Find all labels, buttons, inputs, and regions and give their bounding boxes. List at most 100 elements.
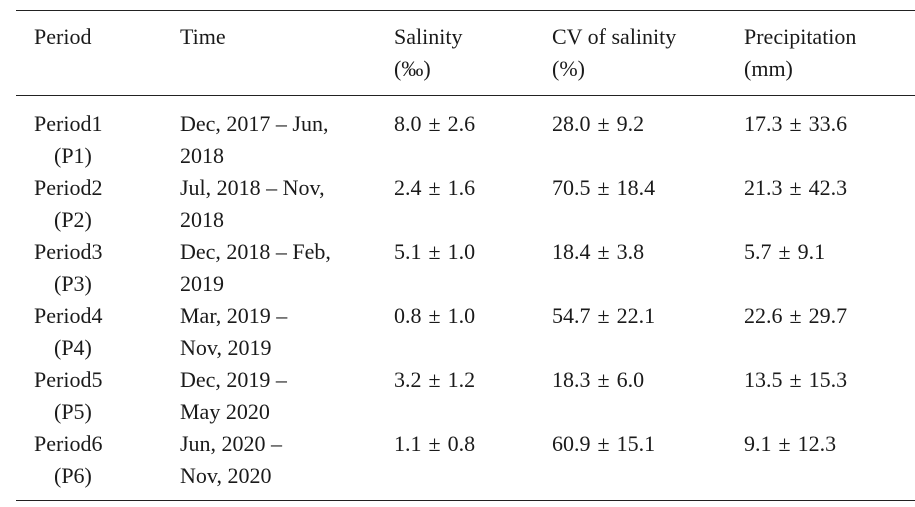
cell-period: Period6 (P6) [16,428,180,501]
cell-cv: 60.9 ±15.1 [552,428,744,501]
mean-value: 2.4 [394,175,422,200]
cell-salinity: 2.4 ±1.6 [394,172,552,236]
header-salinity-unit: (‰) [394,56,431,81]
plus-minus-sign: ± [597,303,610,328]
sd-value: 1.0 [447,303,476,328]
time-line: Nov, 2019 [180,335,272,360]
cell-precipitation: 9.1 ±12.3 [744,428,915,501]
cell-precipitation-value: 9.1 ±12.3 [744,431,836,456]
mean-value: 18.4 [552,239,591,264]
time-line: Dec, 2018 – Feb, [180,239,331,264]
cell-precipitation: 21.3 ±42.3 [744,172,915,236]
period-name: Period3 [34,239,103,264]
period-name: Period2 [34,175,103,200]
time-line: Jul, 2018 – Nov, [180,175,325,200]
header-cv-label: CV of salinity [552,24,677,49]
cell-precipitation: 22.6 ±29.7 [744,300,915,364]
mean-value: 70.5 [552,175,591,200]
cell-precipitation-value: 13.5 ±15.3 [744,367,847,392]
plus-minus-sign: ± [597,175,610,200]
plus-minus-sign: ± [428,367,441,392]
cell-time: Jun, 2020 – Nov, 2020 [180,428,394,501]
sd-value: 3.8 [616,239,645,264]
header-cv: CV of salinity (%) [552,11,744,96]
plus-minus-sign: ± [789,303,802,328]
plus-minus-sign: ± [597,239,610,264]
cell-precipitation: 5.7 ±9.1 [744,236,915,300]
cell-salinity-value: 1.1 ±0.8 [394,431,475,456]
cell-salinity-value: 0.8 ±1.0 [394,303,475,328]
cell-cv-value: 60.9 ±15.1 [552,431,655,456]
period-name: Period4 [34,303,103,328]
period-code: (P2) [54,207,92,232]
time-line: Nov, 2020 [180,463,272,488]
mean-value: 9.1 [744,431,772,456]
mean-value: 5.7 [744,239,772,264]
header-time: Time [180,11,394,96]
table-row: Period4 (P4) Mar, 2019 – Nov, 2019 0.8 ±1.0 54… [16,300,915,364]
cell-cv: 70.5 ±18.4 [552,172,744,236]
period-statistics-table: Period Time Salinity (‰) CV of salinity … [16,10,915,501]
header-precipitation-unit: (mm) [744,56,793,81]
plus-minus-sign: ± [778,239,791,264]
plus-minus-sign: ± [789,175,802,200]
cell-period: Period5 (P5) [16,364,180,428]
sd-value: 29.7 [808,303,848,328]
plus-minus-sign: ± [428,175,441,200]
mean-value: 5.1 [394,239,422,264]
table-row: Period1 (P1) Dec, 2017 – Jun, 2018 8.0 ±2.6 28… [16,96,915,173]
cell-precipitation: 13.5 ±15.3 [744,364,915,428]
cell-cv: 28.0 ±9.2 [552,96,744,173]
cell-salinity-value: 5.1 ±1.0 [394,239,475,264]
header-period-label: Period [34,24,92,49]
plus-minus-sign: ± [428,239,441,264]
cell-salinity: 3.2 ±1.2 [394,364,552,428]
sd-value: 33.6 [808,111,848,136]
cell-period: Period3 (P3) [16,236,180,300]
time-line: Mar, 2019 – [180,303,288,328]
cell-precipitation-value: 21.3 ±42.3 [744,175,847,200]
header-time-label: Time [180,24,226,49]
cell-time: Mar, 2019 – Nov, 2019 [180,300,394,364]
table-row: Period5 (P5) Dec, 2019 – May 2020 3.2 ±1.2 18.… [16,364,915,428]
sd-value: 12.3 [797,431,837,456]
mean-value: 22.6 [744,303,783,328]
period-code: (P3) [54,271,92,296]
mean-value: 28.0 [552,111,591,136]
cell-cv-value: 18.4 ±3.8 [552,239,644,264]
header-precipitation: Precipitation (mm) [744,11,915,96]
cell-salinity: 1.1 ±0.8 [394,428,552,501]
cell-time: Dec, 2018 – Feb, 2019 [180,236,394,300]
plus-minus-sign: ± [597,431,610,456]
mean-value: 60.9 [552,431,591,456]
time-line: Jun, 2020 – [180,431,283,456]
sd-value: 0.8 [447,431,476,456]
sd-value: 15.3 [808,367,848,392]
cell-precipitation: 17.3 ±33.6 [744,96,915,173]
sd-value: 18.4 [616,175,656,200]
mean-value: 21.3 [744,175,783,200]
sd-value: 42.3 [808,175,848,200]
cell-time: Dec, 2017 – Jun, 2018 [180,96,394,173]
table-row: Period2 (P2) Jul, 2018 – Nov, 2018 2.4 ±1.6 70… [16,172,915,236]
table-row: Period3 (P3) Dec, 2018 – Feb, 2019 5.1 ±1.0 18… [16,236,915,300]
time-line: May 2020 [180,399,270,424]
cell-cv-value: 28.0 ±9.2 [552,111,644,136]
cell-cv-value: 54.7 ±22.1 [552,303,655,328]
cell-period: Period2 (P2) [16,172,180,236]
plus-minus-sign: ± [597,367,610,392]
period-code: (P4) [54,335,92,360]
period-code: (P5) [54,399,92,424]
cell-cv: 18.3 ±6.0 [552,364,744,428]
plus-minus-sign: ± [428,303,441,328]
time-line: Dec, 2019 – [180,367,287,392]
header-row: Period Time Salinity (‰) CV of salinity … [16,10,915,96]
time-line: 2018 [180,143,224,168]
cell-cv-value: 18.3 ±6.0 [552,367,644,392]
cell-salinity: 5.1 ±1.0 [394,236,552,300]
cell-precipitation-value: 5.7 ±9.1 [744,239,825,264]
period-code: (P6) [54,463,92,488]
sd-value: 1.0 [447,239,476,264]
sd-value: 1.6 [447,175,476,200]
